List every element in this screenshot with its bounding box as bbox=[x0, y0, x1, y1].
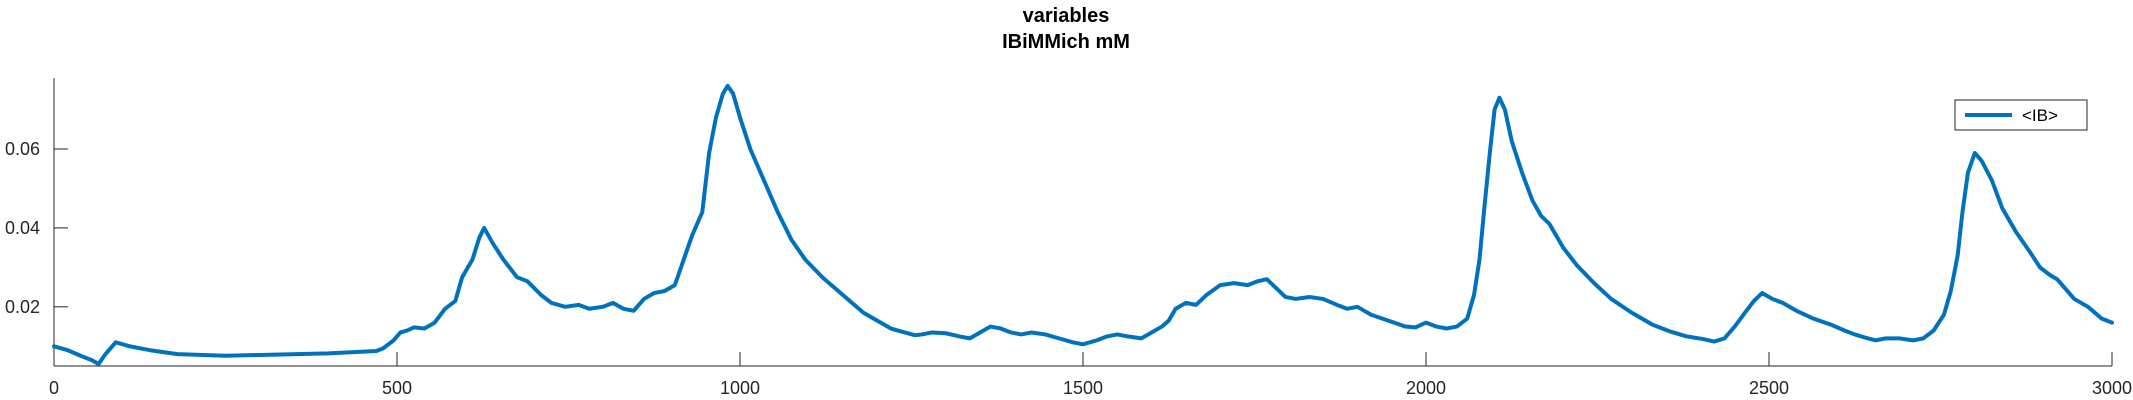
y-tick-label: 0.06 bbox=[5, 139, 40, 159]
axes: 0 500 1000 1500 2000 2500 3000 0.02 0.04 0.06 bbox=[5, 78, 2132, 398]
x-tick-label: 2000 bbox=[1406, 378, 1446, 398]
x-tick-label: 1500 bbox=[1063, 378, 1103, 398]
x-tick-label: 2500 bbox=[1749, 378, 1789, 398]
series-layer bbox=[52, 83, 2114, 367]
legend-label: <IB> bbox=[2022, 106, 2058, 125]
y-tick-label: 0.02 bbox=[5, 297, 40, 317]
series-line-0 bbox=[52, 83, 2114, 367]
y-tick-label: 0.04 bbox=[5, 218, 40, 238]
x-tick-label: 1000 bbox=[720, 378, 760, 398]
chart-title: variables bbox=[1023, 5, 1110, 27]
legend: <IB> bbox=[1954, 99, 2088, 131]
x-tick-label: 3000 bbox=[2092, 378, 2132, 398]
x-tick-label: 500 bbox=[382, 378, 412, 398]
chart-subtitle: IBiMMich mM bbox=[1002, 31, 1130, 53]
x-tick-label: 0 bbox=[49, 378, 59, 398]
